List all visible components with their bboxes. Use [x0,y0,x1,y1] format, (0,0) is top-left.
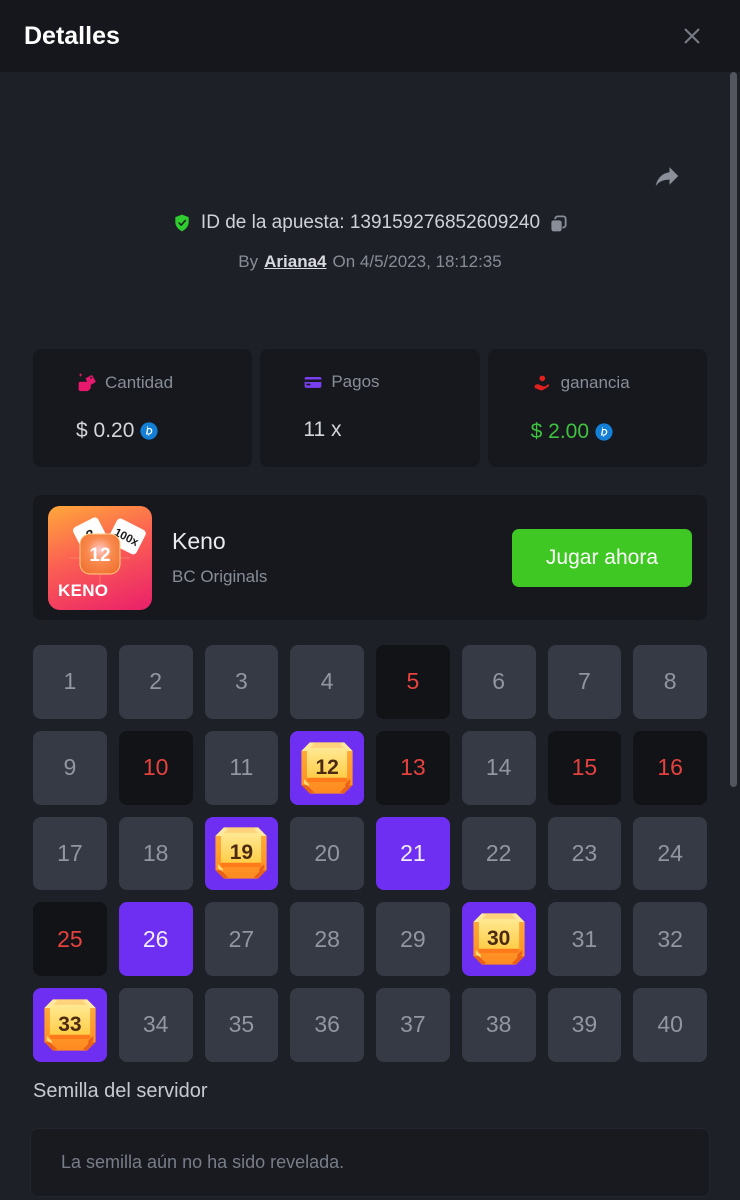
svg-text:D: D [601,428,608,438]
svg-text:D: D [146,427,153,437]
svg-text:12: 12 [89,545,110,566]
